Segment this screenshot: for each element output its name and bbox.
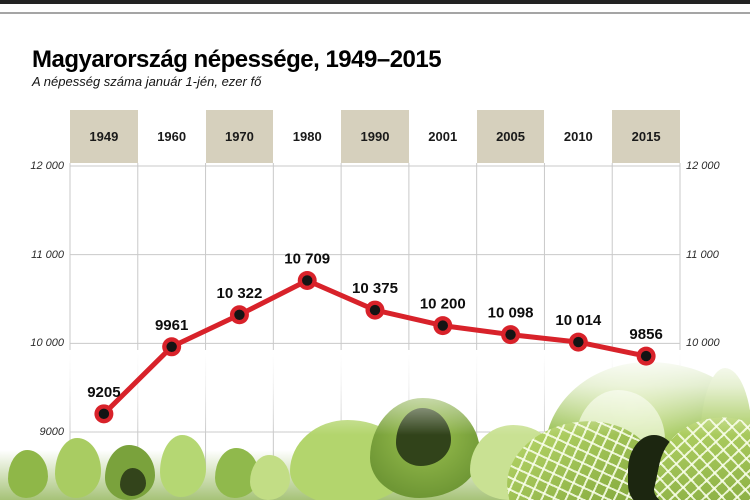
year-label-1960: 1960: [157, 129, 187, 144]
year-label-1990: 1990: [341, 110, 409, 163]
data-point-label: 10 375: [352, 280, 398, 297]
year-label-2005: 2005: [476, 110, 545, 163]
crowd-blob: [160, 435, 206, 497]
data-point-core: [640, 350, 652, 362]
data-point-core: [573, 336, 584, 348]
top-black-bar: [0, 0, 750, 4]
data-point-core: [98, 408, 110, 420]
crowd-blob: [8, 450, 48, 498]
data-point-core: [302, 275, 313, 286]
y-axis-tick-left-11000: 11 000: [31, 248, 64, 261]
crowd-blob: [250, 455, 290, 500]
crowd-dark-figure: [120, 468, 146, 496]
y-axis-tick-right-11000: 11 000: [686, 248, 719, 261]
data-point-core: [437, 320, 448, 331]
data-point-label: 10 014: [555, 312, 602, 329]
year-label-1970: 1970: [205, 110, 274, 163]
y-axis-tick-right-12000: 12 000: [686, 160, 720, 172]
data-point-core: [166, 341, 177, 352]
page-title: Magyarország népessége, 1949–2015: [32, 46, 442, 74]
data-point-core: [234, 309, 245, 320]
y-axis-tick-left-10000: 10 000: [30, 337, 64, 350]
year-label-1980: 1980: [292, 129, 322, 144]
header-divider-line: [0, 12, 750, 14]
crowd-blob: [55, 438, 101, 498]
y-axis-tick-right-10000: 10 000: [686, 337, 720, 350]
year-label-1949: 1949: [70, 110, 138, 163]
data-point-label: 9205: [87, 384, 120, 401]
y-axis-tick-left-9000: 9000: [39, 426, 64, 438]
y-axis-tick-left-12000: 12 000: [30, 160, 64, 172]
data-point-core: [505, 329, 516, 340]
year-label-2010: 2010: [563, 129, 593, 144]
data-point-label: 10 709: [284, 250, 330, 267]
data-point-label: 9961: [155, 317, 188, 334]
data-point-label: 10 098: [488, 305, 534, 322]
year-label-2015: 2015: [612, 110, 680, 163]
data-point-label: 10 322: [216, 285, 262, 302]
year-label-2001: 2001: [428, 129, 458, 144]
data-point-label: 9856: [629, 326, 662, 343]
data-point-core: [369, 304, 381, 316]
population-line: [101, 278, 649, 417]
data-point-label: 10 200: [420, 296, 466, 313]
page-subtitle: A népesség száma január 1-jén, ezer fő: [32, 74, 262, 89]
